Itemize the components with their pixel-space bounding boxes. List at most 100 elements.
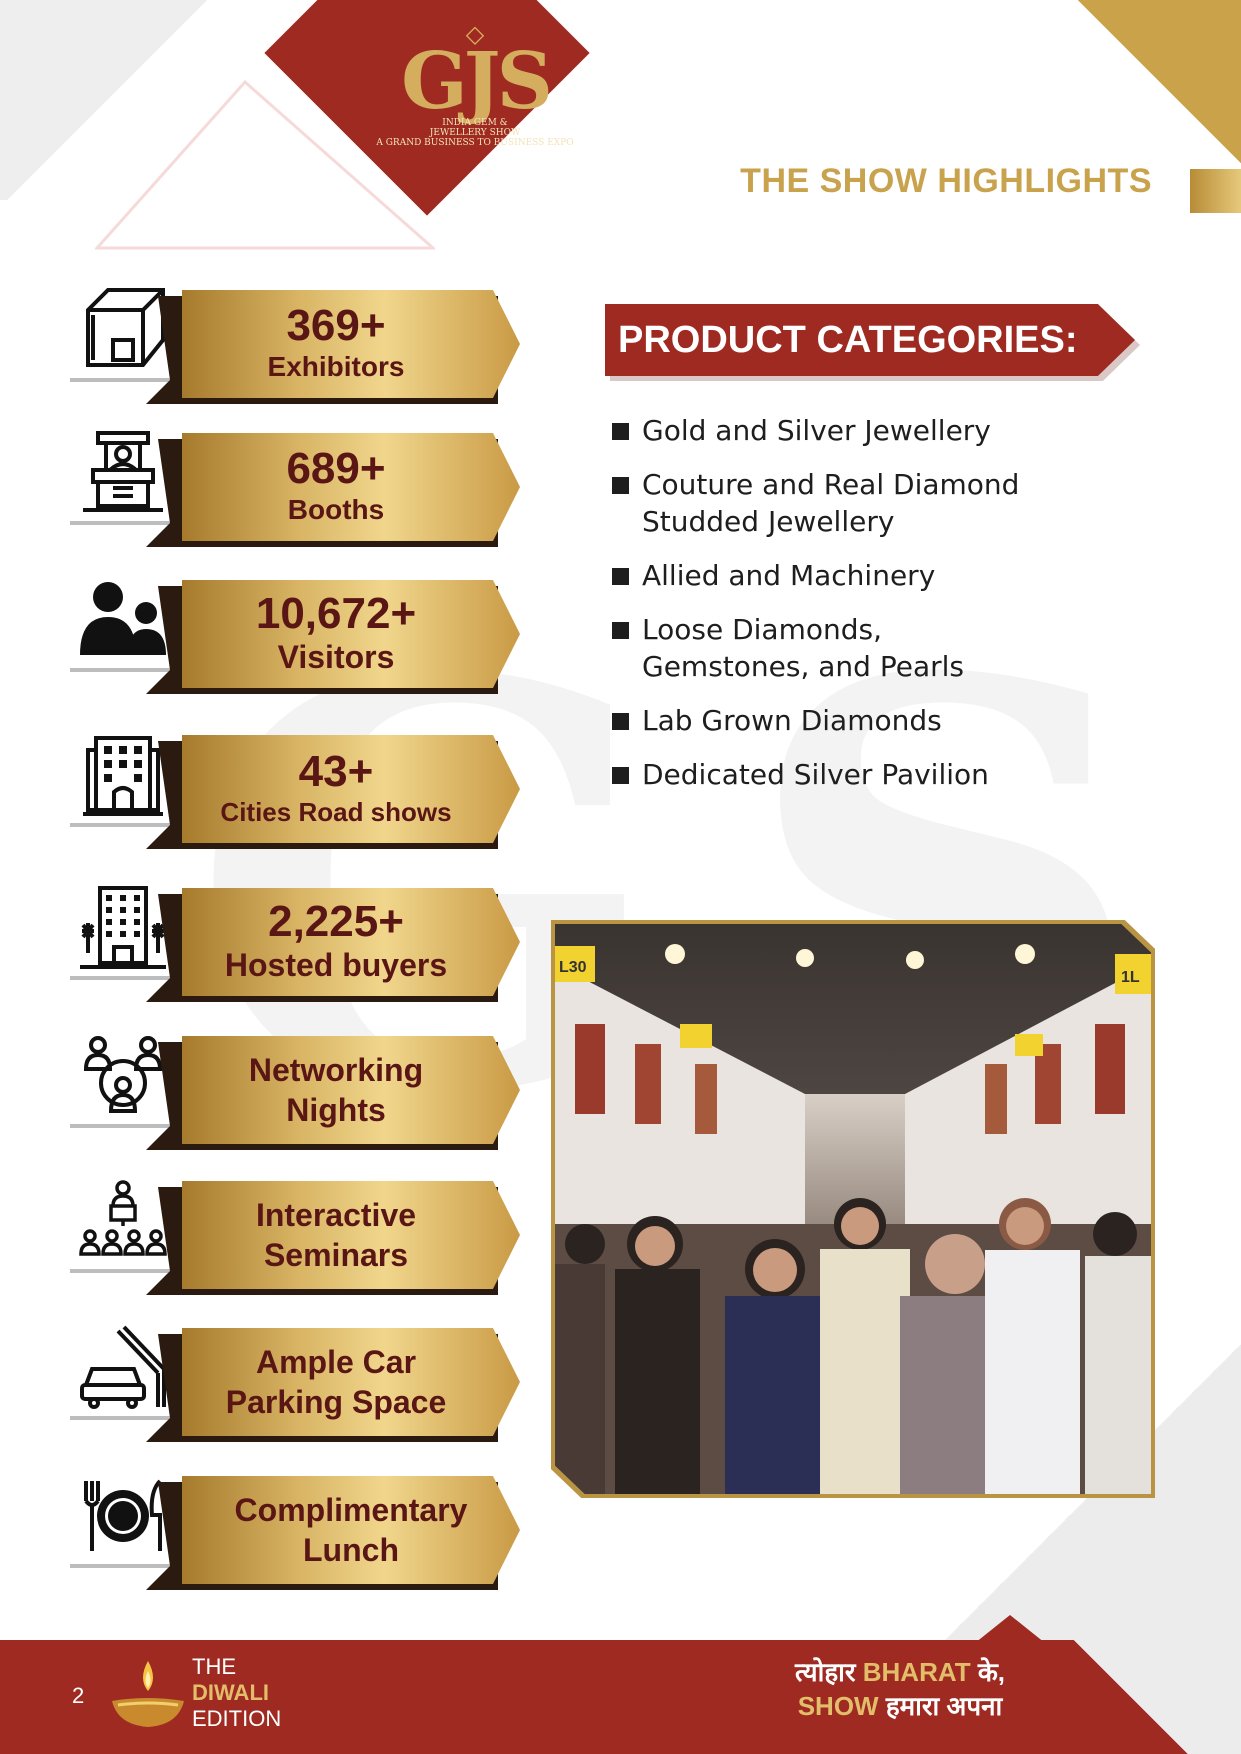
- category-line-1: Dedicated Silver Pavilion: [642, 758, 989, 791]
- icon-frame-line: [70, 378, 180, 382]
- tagline-part-1: त्योहार: [794, 1657, 863, 1687]
- booth-sign-right: 1L: [1121, 969, 1140, 986]
- network-icon: [70, 1028, 175, 1123]
- tagline-line-1: त्योहार BHARAT के,: [750, 1655, 1050, 1689]
- edition-line-3: EDITION: [192, 1706, 282, 1731]
- logo-line-3: A GRAND BUSINESS TO BUSINESS EXPO: [376, 138, 574, 148]
- people-icon: [70, 572, 175, 667]
- categories-title: PRODUCT CATEGORIES:: [618, 319, 1078, 361]
- gold-tab: [182, 290, 520, 398]
- highlight-label: Hosted buyers: [224, 947, 448, 983]
- highlight-cities: 43+ Cities Road shows: [70, 727, 520, 857]
- category-line-1: Loose Diamonds,: [642, 613, 882, 646]
- logo-line-1: INDIA GEM &: [442, 118, 508, 128]
- category-line-2: Gemstones, and Pearls: [642, 650, 964, 683]
- bg-pink-triangle-outline: [95, 80, 435, 250]
- gold-tab: [182, 1328, 520, 1436]
- list-item: Lab Grown Diamonds: [612, 702, 1132, 739]
- gold-tab: [182, 1036, 520, 1144]
- highlight-line-1: Ample Car: [255, 1344, 417, 1380]
- highlight-hosted-buyers: 2,225+ Hosted buyers: [70, 880, 520, 1010]
- category-line-1: Gold and Silver Jewellery: [642, 414, 991, 447]
- lunch-icon: [70, 1468, 175, 1563]
- highlight-line-2: Parking Space: [225, 1384, 447, 1420]
- icon-frame-line: [70, 1564, 180, 1568]
- expo-hall-photo: L30 1L: [555, 924, 1151, 1494]
- expo-crowd-illustration: L30 1L: [555, 924, 1151, 1494]
- highlight-text: Complimentary Lunch: [182, 1476, 520, 1584]
- highlight-visitors: 10,672+ Visitors: [70, 572, 520, 702]
- highlight-line-2: Lunch: [303, 1532, 399, 1568]
- highlight-exhibitors: 369+ Exhibitors: [70, 282, 520, 412]
- highlight-text: 2,225+ Hosted buyers: [182, 888, 490, 996]
- booth-sign-left: L30: [559, 959, 587, 976]
- parking-icon: [70, 1320, 175, 1415]
- list-item: Allied and Machinery: [612, 557, 1132, 594]
- highlight-label: Exhibitors: [267, 351, 405, 382]
- tagline-part-2: BHARAT: [862, 1657, 971, 1687]
- highlight-text: 10,672+ Visitors: [182, 580, 490, 688]
- list-item: Gold and Silver Jewellery: [612, 412, 1132, 449]
- tagline-line-2: SHOW हमारा अपना: [750, 1689, 1050, 1723]
- square-bullet-icon: [612, 423, 629, 440]
- highlight-line-1: Interactive: [255, 1197, 417, 1233]
- category-line-1: Allied and Machinery: [642, 559, 936, 592]
- highlight-lunch: Complimentary Lunch: [70, 1468, 520, 1598]
- highlight-label: Visitors: [277, 639, 395, 675]
- icon-frame-line: [70, 976, 180, 980]
- footer-fold-corner: [1051, 1640, 1241, 1754]
- highlight-text: Interactive Seminars: [182, 1181, 490, 1289]
- footer-bar: [0, 1640, 1241, 1754]
- edition-label: THE DIWALI EDITION: [192, 1654, 281, 1732]
- icon-frame-line: [70, 521, 180, 525]
- edition-line-1: THE: [192, 1654, 236, 1679]
- tagline-part-5: हमारा अपना: [878, 1691, 1003, 1721]
- hotel-icon: [70, 880, 175, 975]
- highlight-value: 689+: [286, 444, 386, 493]
- gold-tab: [182, 1476, 520, 1584]
- highlight-line-2: Nights: [286, 1092, 386, 1128]
- square-bullet-icon: [612, 568, 629, 585]
- bg-grey-triangle-left: [0, 0, 260, 200]
- category-line-2: Studded Jewellery: [642, 505, 895, 538]
- gold-tab: [182, 888, 520, 996]
- tagline-part-3: के,: [970, 1657, 1006, 1687]
- category-line-1: Couture and Real Diamond: [642, 468, 1020, 501]
- booth-icon: [70, 282, 175, 377]
- gjs-logo: ◇ GJS INDIA GEM & JEWELLERY SHOW A GRAND…: [355, 22, 595, 148]
- highlight-parking: Ample Car Parking Space: [70, 1320, 520, 1450]
- highlight-seminars: Interactive Seminars: [70, 1173, 520, 1303]
- highlight-value: 369+: [286, 301, 386, 350]
- square-bullet-icon: [612, 767, 629, 784]
- highlight-line-1: Complimentary: [234, 1492, 468, 1528]
- highlight-text: 689+ Booths: [182, 433, 490, 541]
- highlight-value: 2,225+: [268, 897, 404, 946]
- gold-tab: [182, 433, 520, 541]
- counter-icon: [70, 425, 175, 520]
- section-title: THE SHOW HIGHLIGHTS: [740, 162, 1152, 200]
- highlight-text: Ample Car Parking Space: [182, 1328, 490, 1436]
- highlight-value: 43+: [298, 747, 374, 796]
- seminar-icon: [70, 1173, 175, 1268]
- icon-frame-line: [70, 668, 180, 672]
- category-line-1: Lab Grown Diamonds: [642, 704, 942, 737]
- square-bullet-icon: [612, 622, 629, 639]
- highlight-text: 369+ Exhibitors: [182, 290, 490, 398]
- logo-mark: GJS: [401, 36, 553, 127]
- diya-lamp-icon: [112, 1661, 184, 1727]
- logo-line-2: JEWELLERY SHOW: [429, 128, 521, 138]
- highlight-line-2: Seminars: [263, 1237, 409, 1273]
- gold-tab: [182, 735, 520, 843]
- icon-frame-line: [70, 1269, 180, 1273]
- bg-gold-corner: [1071, 0, 1241, 170]
- highlight-booths: 689+ Booths: [70, 425, 520, 555]
- icon-frame-line: [70, 1416, 180, 1420]
- square-bullet-icon: [612, 713, 629, 730]
- edition-line-2: DIWALI: [192, 1680, 269, 1705]
- icon-frame-line: [70, 1124, 180, 1128]
- categories-list: Gold and Silver Jewellery Couture and Re…: [612, 412, 1132, 810]
- highlight-label: Booths: [287, 494, 385, 525]
- list-item: Loose Diamonds, Gemstones, and Pearls: [612, 611, 1132, 685]
- square-bullet-icon: [612, 477, 629, 494]
